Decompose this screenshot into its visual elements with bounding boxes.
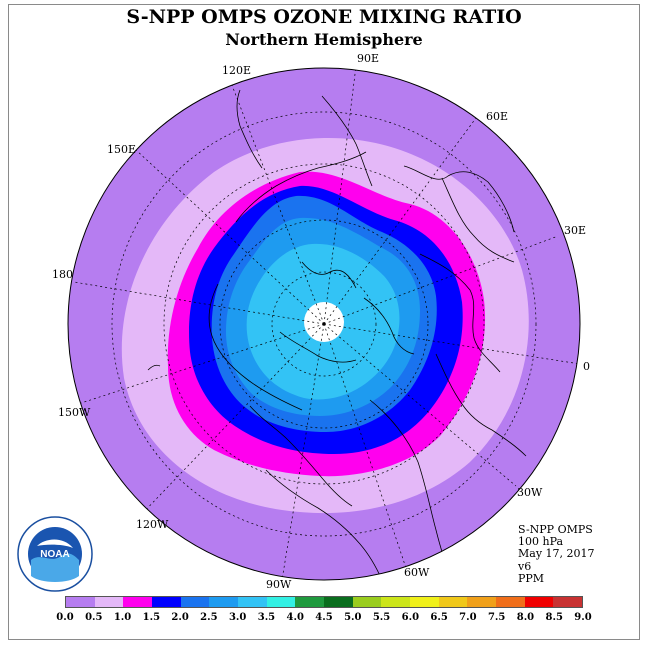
- colorbar-tick-label: 7.5: [487, 612, 506, 623]
- colorbar-swatch: [496, 597, 525, 607]
- graticule: [71, 68, 580, 580]
- colorbar-swatch: [438, 597, 468, 607]
- colorbar-swatch: [123, 597, 153, 607]
- info-date: May 17, 2017: [518, 547, 595, 561]
- map-title: S-NPP OMPS OZONE MIXING RATIO: [126, 6, 522, 28]
- colorbar-tick-label: 9.0: [574, 612, 592, 623]
- info-level: 100 hPa: [518, 535, 564, 549]
- colorbar-swatch: [381, 597, 411, 607]
- lon-label-0: 0: [583, 360, 590, 373]
- colorbar-tick-label: 4.0: [286, 612, 304, 623]
- lon-label-90e: 90E: [357, 52, 380, 65]
- colorbar-swatch: [94, 597, 124, 607]
- map-frame: [8, 4, 640, 640]
- colorbar-swatch: [209, 597, 239, 607]
- lon-label-60w: 60W: [404, 566, 430, 579]
- info-version: v6: [518, 559, 532, 573]
- lon-label-120w: 120W: [136, 518, 169, 531]
- colorbar-tick-label: 5.5: [372, 612, 391, 623]
- colorbar-tick-label: 6.5: [430, 612, 448, 623]
- lon-label-120e: 120E: [222, 64, 252, 77]
- colorbar-swatch: [553, 597, 583, 607]
- colorbar-swatch: [295, 597, 325, 607]
- colorbar-tick-label: 2.0: [171, 612, 189, 623]
- lon-label-60e: 60E: [486, 110, 509, 123]
- colorbar-tick-label: 0.5: [85, 612, 103, 623]
- map-boundary: [67, 67, 581, 581]
- noaa-logo: NOAA: [17, 516, 93, 592]
- colorbar-swatch: [180, 597, 210, 607]
- colorbar-tick-label: 3.5: [257, 612, 276, 623]
- colorbar-tick-label: 0.0: [56, 612, 74, 623]
- colorbar-tick-label: 1.5: [142, 612, 161, 623]
- colorbar-tick-label: 6.0: [401, 612, 420, 623]
- colorbar-swatch: [410, 597, 439, 607]
- lon-label-150w: 150W: [58, 406, 91, 419]
- map-info: S-NPP OMPS 100 hPa May 17, 2017 v6 PPM: [518, 523, 595, 585]
- lon-label-150e: 150E: [107, 143, 137, 156]
- colorbar-tick-label: 8.5: [545, 612, 563, 623]
- info-instrument: S-NPP OMPS: [518, 523, 593, 536]
- lon-label-90w: 90W: [266, 578, 292, 591]
- colorbar-swatch: [524, 597, 554, 607]
- colorbar: [65, 596, 583, 608]
- colorbar-tick-label: 1.0: [113, 612, 132, 623]
- lon-label-30w: 30W: [517, 486, 543, 499]
- colorbar-tick-label: 8.0: [516, 612, 535, 623]
- colorbar-swatch: [467, 597, 497, 607]
- noaa-logo-text: NOAA: [40, 549, 69, 560]
- colorbar-swatch: [152, 597, 181, 607]
- lon-label-180: 180: [52, 268, 73, 281]
- map-subtitle: Northern Hemisphere: [225, 30, 423, 49]
- info-units: PPM: [518, 571, 545, 585]
- colorbar-tick-label: 4.5: [315, 612, 333, 623]
- colorbar-tick-label: 7.0: [459, 612, 477, 623]
- colorbar-tick-label: 3.0: [228, 612, 247, 623]
- colorbar-swatch: [352, 597, 382, 607]
- colorbar-tick-label: 5.0: [344, 612, 362, 623]
- colorbar-swatch: [266, 597, 296, 607]
- colorbar-swatch: [238, 597, 267, 607]
- colorbar-tick-label: 2.5: [200, 612, 218, 623]
- colorbar-swatch: [66, 597, 95, 607]
- colorbar-swatch: [324, 597, 353, 607]
- lon-label-30e: 30E: [564, 224, 587, 237]
